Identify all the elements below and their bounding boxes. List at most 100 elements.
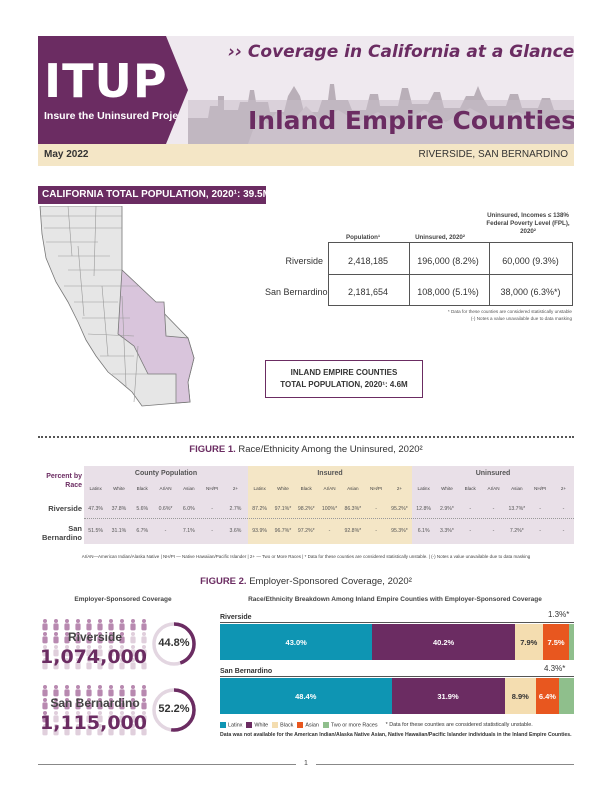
percent-by-race-label: Percent by Race bbox=[46, 473, 82, 489]
county-list: RIVERSIDE, SAN BERNARDINO bbox=[418, 149, 568, 160]
person-icon bbox=[42, 711, 48, 723]
table-cell: - bbox=[164, 528, 167, 534]
coverage-ring-arc bbox=[152, 622, 196, 666]
bar-segment-black: 7.9% bbox=[514, 624, 543, 660]
person-icon bbox=[53, 632, 59, 644]
person-icon bbox=[42, 698, 48, 710]
row-separator bbox=[84, 518, 574, 519]
column-header-uninsured: Asian bbox=[511, 486, 523, 491]
person-icon bbox=[53, 685, 59, 697]
column-header-county_population: Latinx bbox=[89, 486, 102, 491]
figure2-title-prefix: FIGURE 2. bbox=[200, 576, 247, 587]
person-icon bbox=[64, 645, 70, 657]
person-icon bbox=[97, 645, 103, 657]
row-label-riverside: Riverside bbox=[285, 256, 323, 266]
bar-segment-two-or-more-races bbox=[569, 624, 574, 660]
column-header-insured: Latinx bbox=[253, 486, 266, 491]
table-cell: - bbox=[211, 506, 214, 512]
bar-top-rule bbox=[220, 676, 574, 677]
person-icon bbox=[42, 658, 48, 670]
table-cell: - bbox=[492, 528, 495, 534]
person-icon bbox=[130, 685, 136, 697]
table-cell: - bbox=[375, 528, 378, 534]
person-icon bbox=[64, 698, 70, 710]
table-cell: 95.3%* bbox=[391, 528, 408, 534]
person-icon bbox=[97, 711, 103, 723]
table-cell: 2.7% bbox=[229, 506, 242, 512]
person-icon bbox=[141, 632, 147, 644]
stacked-bar-riverside: 43.0% 40.2% 7.9% 7.5% bbox=[220, 624, 574, 660]
column-header-uninsured: AI/AN bbox=[487, 486, 500, 491]
table-cell: - bbox=[562, 506, 565, 512]
table-cell: 93.9% bbox=[252, 528, 267, 534]
person-icon bbox=[141, 685, 147, 697]
people-icon-grid bbox=[42, 619, 147, 670]
table-cell: - bbox=[328, 528, 331, 534]
person-icon bbox=[75, 698, 81, 710]
table-cell: 6.1% bbox=[417, 528, 430, 534]
legend-label: Two or more Races bbox=[330, 722, 378, 729]
employer-coverage-count: 1,115,000 bbox=[40, 712, 147, 734]
bar-segment-white: 40.2% bbox=[372, 624, 515, 660]
footer-rule-right bbox=[316, 764, 574, 765]
row-label-san-bernardino: San Bernardino bbox=[265, 287, 328, 297]
figure2-footnote: Data was not available for the American … bbox=[220, 732, 572, 738]
california-population-banner: CALIFORNIA TOTAL POPULATION, 2020¹: 39.5… bbox=[38, 186, 271, 204]
coverage-ring bbox=[152, 622, 196, 666]
person-icon bbox=[141, 645, 147, 657]
person-icon bbox=[53, 711, 59, 723]
person-icon bbox=[64, 632, 70, 644]
bar-label-riverside: Riverside bbox=[220, 614, 252, 621]
person-icon bbox=[86, 658, 92, 670]
table-cell: 51.5% bbox=[88, 528, 103, 534]
person-icon bbox=[86, 645, 92, 657]
table-cell: - bbox=[539, 506, 542, 512]
coverage-ring-arc bbox=[152, 688, 196, 732]
page-title: Inland Empire Counties bbox=[248, 106, 574, 135]
group-header-insured: Insured bbox=[317, 470, 343, 477]
table-cell: 96.7%* bbox=[274, 528, 292, 534]
person-icon bbox=[97, 632, 103, 644]
column-header-county_population: 2+ bbox=[232, 486, 239, 491]
bar-top-rule bbox=[220, 622, 574, 623]
figure1-footnote: AI/AN—American Indian/Alaska Native | NH… bbox=[81, 554, 531, 559]
table-cell: 86.3%* bbox=[344, 506, 362, 512]
table-cell: 13.7%* bbox=[508, 506, 526, 512]
person-icon bbox=[119, 619, 125, 631]
legend-item: Asian bbox=[297, 722, 319, 728]
person-icon bbox=[86, 685, 92, 697]
legend-swatch bbox=[246, 722, 253, 728]
table-cell: 0.6%* bbox=[158, 506, 173, 512]
table-cell: 47.3% bbox=[88, 506, 103, 512]
bar-segment-two-or-more-races bbox=[558, 678, 574, 714]
cell-sanbern-uninsured: 108,000 (5.1%) bbox=[417, 287, 479, 297]
legend-label: Asian bbox=[305, 722, 319, 729]
row-label-san-bernardino: San Bernardino bbox=[41, 524, 82, 542]
person-icon bbox=[130, 658, 136, 670]
person-icon bbox=[75, 711, 81, 723]
section-divider bbox=[38, 436, 574, 438]
person-icon bbox=[75, 685, 81, 697]
coverage-ring bbox=[152, 688, 196, 732]
person-icon bbox=[86, 619, 92, 631]
cell-riverside-population: 2,418,185 bbox=[347, 256, 389, 266]
table-grid bbox=[328, 242, 573, 306]
bar-label-san-bernardino: San Bernardino bbox=[220, 668, 273, 675]
legend-label: White bbox=[254, 722, 269, 729]
date-band: May 2022 RIVERSIDE, SAN BERNARDINO bbox=[38, 144, 574, 166]
person-icon bbox=[97, 698, 103, 710]
person-icon bbox=[108, 645, 114, 657]
person-icon bbox=[119, 658, 125, 670]
bar-segment-asian: 6.4% bbox=[536, 678, 559, 714]
person-icon bbox=[64, 658, 70, 670]
legend-note: * Data for these counties are considered… bbox=[385, 722, 533, 729]
table-cell: 3.6% bbox=[229, 528, 242, 534]
legend-swatch bbox=[297, 722, 304, 728]
logo-wordmark: ITUP bbox=[44, 54, 168, 108]
table-cell: 100%* bbox=[321, 506, 338, 512]
ie-box-line1: INLAND EMPIRE COUNTIES bbox=[290, 368, 398, 377]
callout-sanbern-two-or-more: 4.3%* bbox=[544, 664, 566, 673]
table-cell: 98.2%* bbox=[297, 506, 315, 512]
person-icon bbox=[119, 724, 125, 736]
